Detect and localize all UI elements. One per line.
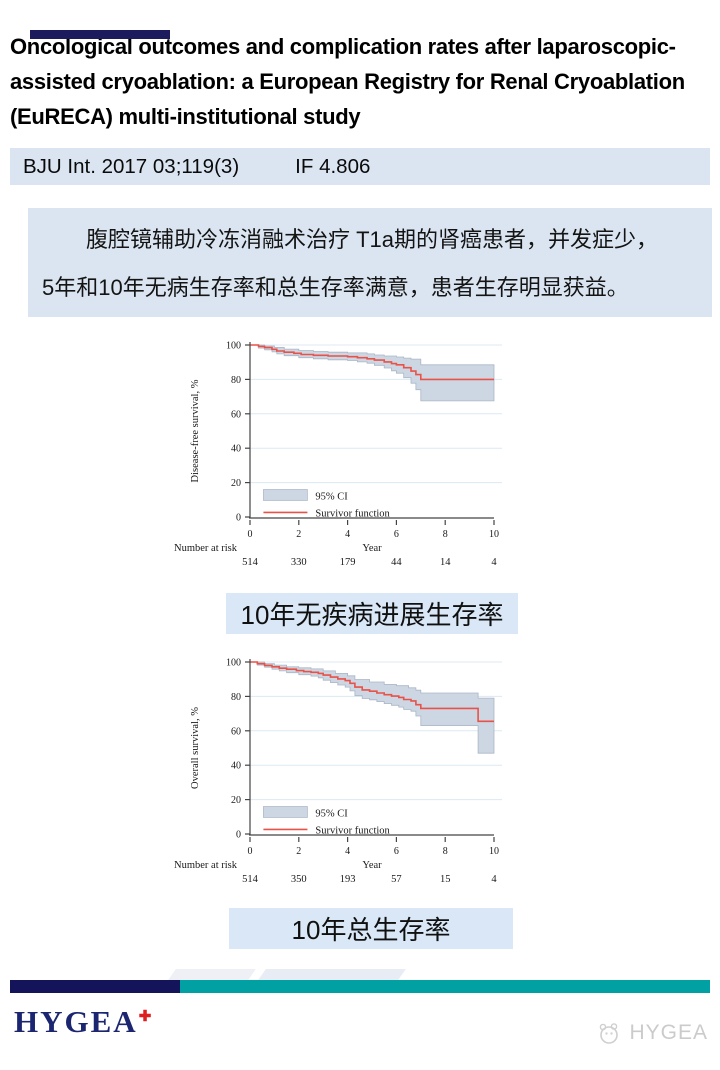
os-caption: 10年总生存率	[229, 907, 513, 949]
summary-line-1: 腹腔镜辅助冷冻消融术治疗 T1a期的肾癌患者，并发症少，	[86, 227, 659, 253]
svg-text:60: 60	[231, 409, 241, 420]
overall-survival-chart: 0 20 40 60 80 100 0 2 4 6 8 10 Overall survival, % Ye…	[172, 648, 512, 893]
footer: HYGEA✚ HYGEA	[0, 968, 720, 1070]
svg-text:Year: Year	[362, 543, 382, 554]
svg-text:8: 8	[443, 846, 448, 857]
summary-box: 腹腔镜辅助冷冻消融术治疗 T1a期的肾癌患者，并发症少， 5年和10年无病生存率…	[28, 208, 712, 317]
svg-text:20: 20	[231, 478, 241, 489]
svg-text:330: 330	[291, 557, 307, 568]
svg-text:Number at risk: Number at risk	[174, 543, 238, 554]
svg-text:4: 4	[491, 874, 497, 885]
hygea-watermark: HYGEA	[596, 1020, 708, 1046]
svg-text:514: 514	[242, 557, 259, 568]
svg-text:350: 350	[291, 874, 307, 885]
svg-text:100: 100	[226, 340, 241, 351]
svg-text:Disease-free survival, %: Disease-free survival, %	[190, 379, 201, 482]
svg-text:20: 20	[231, 795, 241, 806]
footer-accent-bar	[10, 980, 710, 993]
watermark-text: HYGEA	[629, 1021, 708, 1044]
svg-text:2: 2	[296, 846, 301, 857]
svg-text:40: 40	[231, 761, 241, 772]
svg-text:Survivor function: Survivor function	[315, 508, 390, 519]
svg-text:95% CI: 95% CI	[315, 491, 348, 502]
svg-text:Year: Year	[362, 860, 382, 871]
red-cross-icon: ✚	[138, 1007, 154, 1025]
svg-text:100: 100	[226, 657, 241, 668]
svg-text:95% CI: 95% CI	[315, 808, 348, 819]
svg-text:14: 14	[440, 557, 451, 568]
svg-text:15: 15	[440, 874, 451, 885]
km-plot-overall: 0 20 40 60 80 100 0 2 4 6 8 10 Overall survival, % Ye…	[174, 657, 502, 885]
svg-text:6: 6	[394, 529, 399, 540]
summary-line-2: 5年和10年无病生存率和总生存率满意，患者生存明显获益。	[42, 274, 629, 300]
svg-text:60: 60	[231, 726, 241, 737]
svg-text:10: 10	[489, 529, 499, 540]
page-title: Oncological outcomes and complication ra…	[10, 34, 685, 129]
svg-text:4: 4	[345, 846, 350, 857]
svg-text:80: 80	[231, 692, 241, 703]
svg-text:8: 8	[443, 529, 448, 540]
svg-text:80: 80	[231, 375, 241, 386]
hygea-logo: HYGEA✚	[14, 1004, 153, 1040]
disease-free-survival-chart: 0 20 40 60 80 100 0 2 4 6 8 10 Disease-free survival…	[172, 331, 512, 576]
panda-logo-icon	[600, 1023, 619, 1044]
svg-text:0: 0	[236, 829, 241, 840]
svg-text:57: 57	[391, 874, 402, 885]
svg-text:514: 514	[242, 874, 259, 885]
km-plot-disease-free: 0 20 40 60 80 100 0 2 4 6 8 10 Disease-free survival…	[174, 340, 502, 568]
svg-text:4: 4	[491, 557, 497, 568]
svg-text:0: 0	[248, 846, 253, 857]
svg-text:40: 40	[231, 444, 241, 455]
svg-text:44: 44	[391, 557, 402, 568]
citation-text: BJU Int. 2017 03;119(3)	[23, 154, 240, 178]
footer-watermark-streak	[168, 969, 256, 980]
svg-text:2: 2	[296, 529, 301, 540]
dfs-caption: 10年无疾病进展生存率	[226, 592, 518, 634]
impact-factor: IF 4.806	[295, 154, 371, 178]
svg-text:Number at risk: Number at risk	[174, 860, 238, 871]
svg-text:179: 179	[340, 557, 356, 568]
svg-text:0: 0	[236, 512, 241, 523]
svg-text:6: 6	[394, 846, 399, 857]
svg-text:Overall survival, %: Overall survival, %	[190, 707, 201, 789]
footer-accent-bar-navy	[10, 980, 180, 993]
svg-text:0: 0	[248, 529, 253, 540]
top-accent-bar	[30, 30, 170, 39]
footer-watermark-streak	[258, 969, 406, 980]
svg-text:4: 4	[345, 529, 350, 540]
hygea-logo-text: HYGEA	[14, 1004, 138, 1039]
citation-bar: BJU Int. 2017 03;119(3) IF 4.806	[10, 148, 710, 186]
svg-text:193: 193	[340, 874, 356, 885]
svg-text:Survivor function: Survivor function	[315, 825, 390, 836]
svg-text:10: 10	[489, 846, 499, 857]
